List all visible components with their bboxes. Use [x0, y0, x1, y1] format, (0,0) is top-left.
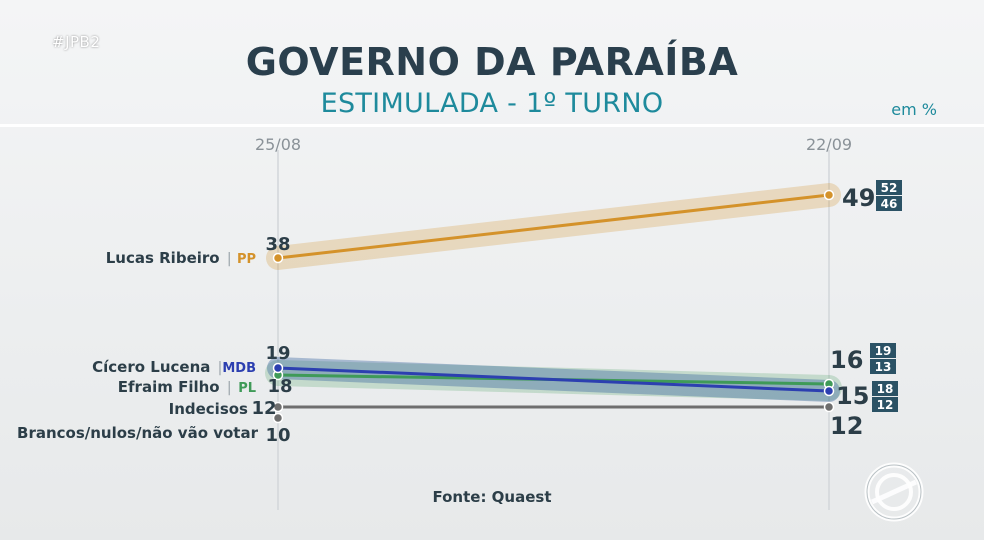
- range-low-box-lucas: [876, 196, 902, 211]
- range-high-label-lucas: 52: [881, 181, 898, 195]
- range-low-label-cicero: 13: [875, 360, 892, 374]
- series-name-brancos: Brancos/nulos/não vão votar: [17, 424, 259, 442]
- range-high-box-lucas: [876, 180, 902, 195]
- first-value-label-indecisos: 12: [251, 398, 276, 419]
- last-value-label-lucas: 49: [842, 184, 875, 212]
- chart-subtitle: ESTIMULADA - 1º TURNO: [320, 88, 664, 119]
- point-lucas-1: [823, 189, 835, 201]
- range-low-label-efraim: 12: [877, 398, 894, 412]
- x-tick-label-0: 25/08: [255, 135, 301, 154]
- first-value-label-brancos: 10: [265, 425, 290, 446]
- point-cicero-1: [823, 385, 835, 397]
- point-indecisos-1: [823, 401, 835, 413]
- separator-lucas: |: [227, 251, 232, 267]
- separator-cicero: |: [218, 360, 223, 376]
- x-tick-label-1: 22/09: [806, 135, 852, 154]
- series-line-cicero: [277, 366, 830, 393]
- party-label-lucas: PP: [237, 252, 256, 267]
- last-value-label-efraim: 15: [836, 382, 869, 410]
- range-high-box-cicero: [870, 343, 896, 358]
- point-indecisos-0: [272, 401, 284, 413]
- header-divider: [0, 124, 984, 127]
- separator-efraim: |: [227, 380, 232, 396]
- range-low-box-efraim: [872, 397, 898, 412]
- point-lucas-0: [272, 252, 284, 264]
- series-name-indecisos: Indecisos: [169, 400, 248, 418]
- last-value-label-cicero: 16: [830, 346, 863, 374]
- point-cicero-0: [272, 362, 284, 374]
- broadcaster-logo-icon: [864, 462, 924, 522]
- unit-label: em %: [891, 100, 937, 119]
- range-high-label-efraim: 18: [877, 382, 894, 396]
- first-value-label-lucas: 38: [265, 234, 290, 255]
- range-high-box-efraim: [872, 381, 898, 396]
- first-value-label-efraim: 18: [267, 376, 292, 397]
- series-name-efraim: Efraim Filho: [118, 378, 220, 396]
- series-name-lucas: Lucas Ribeiro: [106, 249, 220, 267]
- point-brancos-0: [272, 412, 284, 424]
- series-line-lucas: [277, 193, 830, 260]
- party-label-efraim: PL: [238, 381, 256, 396]
- last-value-label-indecisos: 12: [830, 412, 863, 440]
- range-high-label-cicero: 19: [875, 344, 892, 358]
- series-name-cicero: Cícero Lucena: [92, 358, 210, 376]
- channel-hashtag: #JPB2: [52, 33, 101, 51]
- party-label-cicero: MDB: [222, 361, 256, 376]
- range-low-label-lucas: 46: [881, 197, 898, 211]
- chart-title: GOVERNO DA PARAÍBA: [245, 40, 739, 84]
- first-value-label-cicero: 19: [265, 343, 290, 364]
- source-label: Fonte: Quaest: [432, 488, 552, 506]
- range-low-box-cicero: [870, 359, 896, 374]
